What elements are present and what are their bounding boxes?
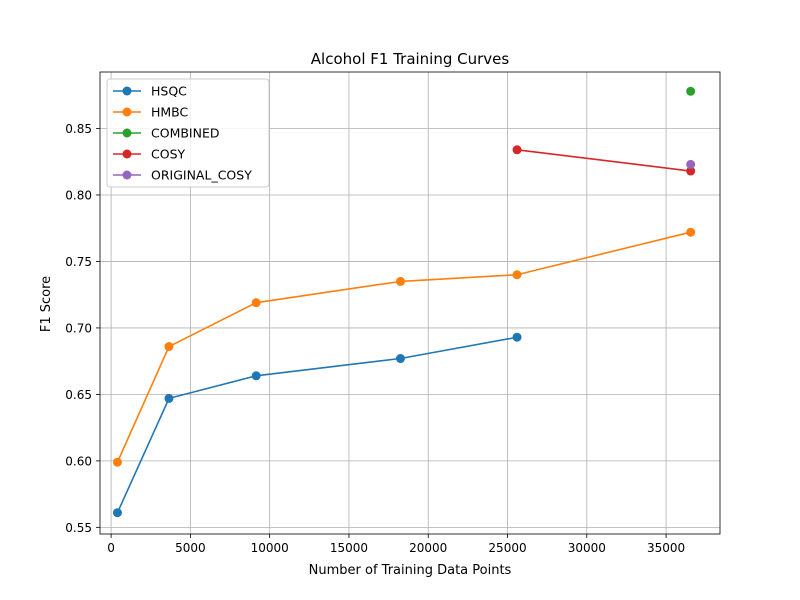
legend-label-hmbc: HMBC bbox=[151, 105, 189, 120]
legend-marker-hmbc bbox=[122, 107, 132, 117]
x-tick-label: 15000 bbox=[330, 541, 368, 555]
legend-label-combined: COMBINED bbox=[151, 126, 220, 141]
x-tick-label: 5000 bbox=[175, 541, 206, 555]
data-point-hmbc bbox=[512, 270, 522, 280]
legend-marker-hsqc bbox=[122, 86, 132, 96]
legend-label-cosy: COSY bbox=[151, 147, 186, 162]
series-points bbox=[112, 86, 696, 518]
data-point-hsqc bbox=[395, 354, 405, 364]
data-point-hmbc bbox=[686, 227, 696, 237]
legend-box bbox=[106, 78, 270, 188]
data-point-hmbc bbox=[395, 276, 405, 286]
data-point-hmbc bbox=[112, 457, 122, 467]
data-point-hsqc bbox=[164, 393, 174, 403]
data-point-hmbc bbox=[164, 342, 174, 352]
y-tick-label: 0.55 bbox=[65, 521, 92, 535]
plot-frame bbox=[99, 71, 721, 535]
y-tick-label: 0.60 bbox=[65, 454, 92, 468]
data-point-hmbc bbox=[251, 298, 261, 308]
grid bbox=[100, 72, 720, 534]
legend-marker-combined bbox=[122, 128, 132, 138]
data-point-combined bbox=[686, 86, 696, 96]
y-tick-label: 0.65 bbox=[65, 388, 92, 402]
legend-marker-cosy bbox=[122, 149, 132, 159]
legend-label-original-cosy: ORIGINAL_COSY bbox=[151, 168, 252, 183]
x-tick-label: 0 bbox=[107, 541, 115, 555]
x-tick-label: 25000 bbox=[488, 541, 526, 555]
x-axis-label: Number of Training Data Points bbox=[309, 563, 512, 578]
y-axis-label: F1 Score bbox=[39, 276, 54, 332]
x-tick-label: 35000 bbox=[647, 541, 685, 555]
data-point-hsqc bbox=[512, 332, 522, 342]
legend-label-hsqc: HSQC bbox=[151, 84, 187, 99]
data-point-cosy bbox=[512, 145, 522, 155]
series-line-hmbc bbox=[116, 231, 691, 463]
chart-title: Alcohol F1 Training Curves bbox=[311, 50, 510, 68]
y-tick-label: 0.70 bbox=[65, 321, 92, 335]
x-tick-label: 10000 bbox=[251, 541, 289, 555]
data-point-cosy bbox=[686, 166, 696, 176]
y-tick-label: 0.85 bbox=[65, 122, 92, 136]
x-tick-label: 20000 bbox=[409, 541, 447, 555]
x-tick-label: 30000 bbox=[568, 541, 606, 555]
data-point-original-cosy bbox=[686, 159, 696, 169]
x-axis-ticks: 0 5000 10000 15000 20000 25000 30000 35000 bbox=[107, 534, 685, 555]
series-line-cosy bbox=[516, 148, 691, 172]
legend: HSQC HMBC COMBINED COSY ORIGINAL_COSY bbox=[106, 78, 270, 188]
y-axis-ticks: 0.55 0.60 0.65 0.70 0.75 0.80 0.85 bbox=[65, 122, 100, 535]
data-point-hsqc bbox=[112, 508, 122, 518]
y-tick-label: 0.75 bbox=[65, 255, 92, 269]
y-tick-label: 0.80 bbox=[65, 188, 92, 202]
legend-marker-original-cosy bbox=[122, 170, 132, 180]
data-point-hsqc bbox=[251, 371, 261, 381]
